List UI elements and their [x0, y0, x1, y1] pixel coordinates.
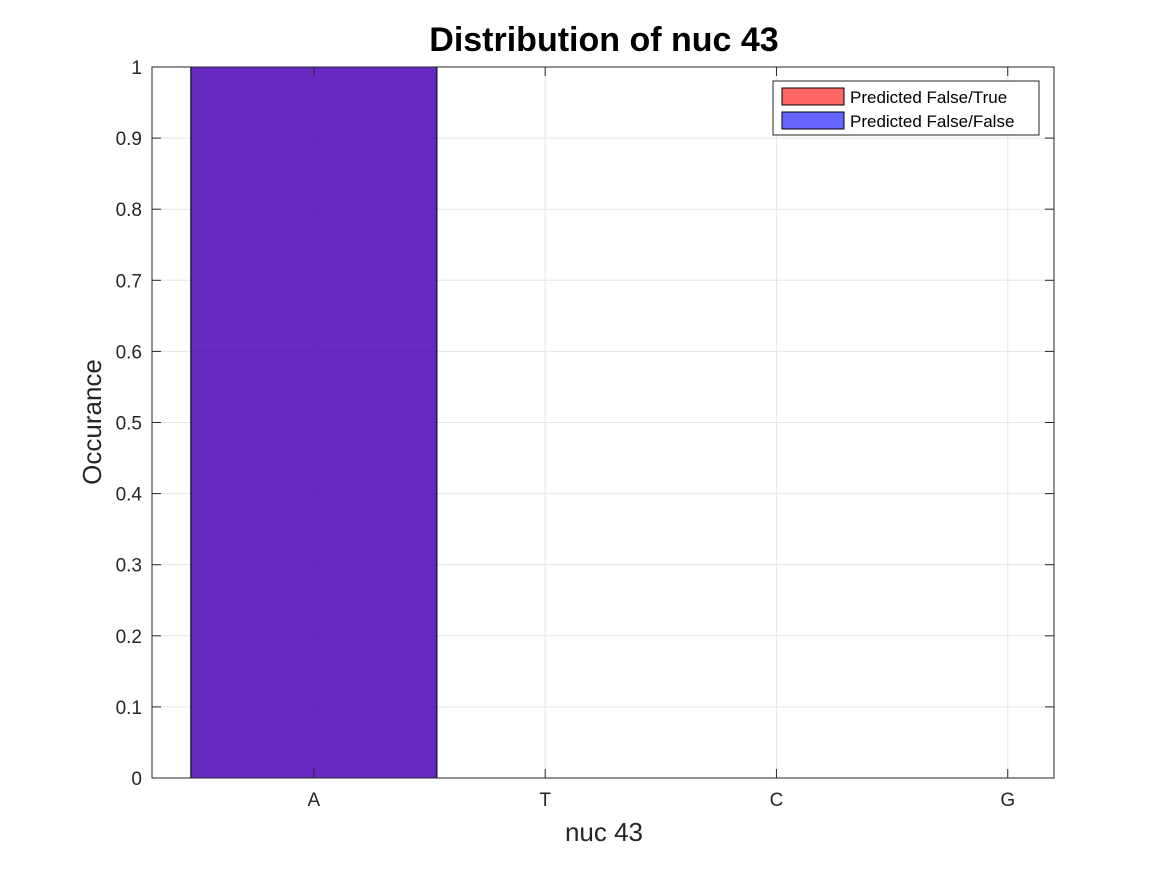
y-tick-label: 0.3	[116, 556, 142, 577]
y-tick-label: 0.9	[116, 129, 142, 150]
legend: Predicted False/True Predicted False/Fal…	[772, 80, 1040, 136]
x-tick-label: C	[770, 790, 784, 811]
x-tick-label: T	[539, 790, 551, 811]
legend-swatch-predicted-false-false	[781, 111, 845, 130]
bar-predicted-false-false-a	[190, 66, 438, 779]
axis-ticks	[152, 66, 1054, 779]
legend-label-predicted-false-true: Predicted False/True	[850, 88, 1007, 107]
y-tick-label: 0	[131, 769, 142, 790]
y-tick-label: 0.5	[116, 414, 142, 435]
y-tick-label: 1	[131, 58, 142, 79]
legend-swatch-predicted-false-true	[781, 87, 845, 106]
y-tick-label: 0.6	[116, 342, 142, 363]
y-tick-label: 0.1	[116, 698, 142, 719]
chart-title: Distribution of nuc 43	[429, 21, 778, 59]
legend-label-predicted-false-false: Predicted False/False	[850, 112, 1014, 131]
y-tick-labels: 0 0.1 0.2 0.3 0.4 0.5 0.6 0.7 0.8 0.9 1	[116, 58, 143, 790]
y-tick-label: 0.7	[116, 271, 142, 292]
y-tick-label: 0.8	[116, 200, 142, 221]
x-axis-label: nuc 43	[565, 817, 643, 847]
y-axis-label: Occurance	[77, 359, 107, 485]
bars	[190, 66, 438, 779]
x-tick-label: G	[1000, 790, 1015, 811]
x-tick-label: A	[308, 790, 321, 811]
y-tick-label: 0.2	[116, 627, 142, 648]
y-tick-label: 0.4	[116, 485, 143, 506]
